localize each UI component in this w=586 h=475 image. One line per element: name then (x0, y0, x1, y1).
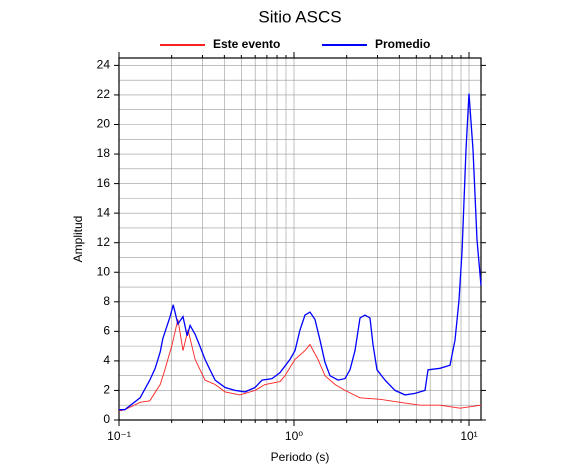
series-line (118, 319, 482, 412)
series-line (119, 93, 482, 411)
y-tick-label: 22 (97, 87, 111, 101)
y-tick-label: 16 (97, 176, 111, 190)
y-tick-label: 10 (97, 264, 111, 278)
y-tick-label: 20 (97, 117, 111, 131)
y-tick-label: 0 (103, 412, 110, 426)
x-tick-label: 10¹ (460, 429, 477, 443)
chart-title: Sitio ASCS (258, 7, 341, 26)
y-tick-label: 4 (103, 353, 110, 367)
x-tick-label: 10⁰ (285, 429, 303, 443)
legend-label: Este evento (213, 37, 280, 51)
plot-frame (118, 57, 482, 421)
x-tick-label: 10⁻¹ (107, 429, 131, 443)
y-tick-label: 2 (103, 383, 110, 397)
x-axis-label: Periodo (s) (271, 450, 330, 464)
y-tick-label: 12 (97, 235, 111, 249)
y-tick-label: 24 (97, 58, 111, 72)
y-tick-label: 14 (97, 205, 111, 219)
legend-label: Promedio (375, 37, 430, 51)
y-tick-label: 8 (103, 294, 110, 308)
y-axis-label: Amplitud (71, 216, 85, 263)
y-tick-label: 6 (103, 324, 110, 338)
y-tick-label: 18 (97, 146, 111, 160)
